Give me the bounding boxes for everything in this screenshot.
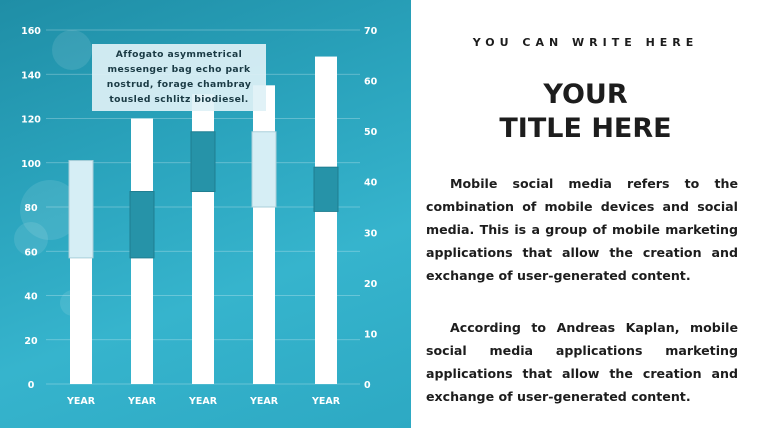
range-box bbox=[68, 160, 94, 259]
y-right-tick-label: 30 bbox=[364, 228, 378, 239]
y-left-tick-label: 100 bbox=[21, 159, 41, 170]
body-paragraph: According to Andreas Kaplan, mobile soci… bbox=[426, 320, 738, 404]
y-left-tick-label: 40 bbox=[24, 292, 38, 303]
y-right-tick-label: 40 bbox=[364, 178, 378, 189]
subtitle: YOU CAN WRITE HERE bbox=[472, 36, 699, 49]
x-tick-label: YEAR bbox=[311, 396, 341, 407]
bar bbox=[70, 257, 92, 384]
y-right-tick-label: 0 bbox=[364, 380, 371, 391]
y-left-tick-label: 80 bbox=[24, 203, 38, 214]
chart-panel: 0 20 40 60 80 100 120 140 160 0 10 20 30 40 50 60 70 YE… bbox=[0, 0, 411, 428]
y-left-tick-label: 120 bbox=[21, 115, 41, 126]
bar bbox=[315, 56, 337, 385]
y-left-tick-label: 20 bbox=[24, 336, 38, 347]
decor-circle bbox=[14, 222, 48, 256]
y-left-tick-label: 140 bbox=[21, 70, 41, 81]
y-right-tick-label: 10 bbox=[364, 329, 378, 340]
y-left-tick-label: 60 bbox=[24, 247, 38, 258]
x-tick-label: YEAR bbox=[188, 396, 218, 407]
page-title: YOUR TITLE HERE bbox=[499, 79, 672, 144]
y-left-tick-label: 160 bbox=[21, 26, 41, 37]
range-box bbox=[129, 191, 155, 259]
range-bar-chart: 0 20 40 60 80 100 120 140 160 0 10 20 30 40 50 60 70 YE… bbox=[21, 26, 378, 407]
range-box bbox=[190, 131, 216, 193]
y-right-tick-label: 20 bbox=[364, 279, 378, 290]
y-right-tick-label: 60 bbox=[364, 77, 378, 88]
decor-circle bbox=[52, 30, 92, 70]
range-box bbox=[313, 166, 339, 212]
range-box bbox=[251, 131, 277, 208]
y-right-tick-label: 70 bbox=[364, 26, 378, 37]
y-right-tick-label: 50 bbox=[364, 127, 378, 138]
text-panel: YOU CAN WRITE HERE YOUR TITLE HERE Mobil… bbox=[411, 0, 760, 428]
x-tick-label: YEAR bbox=[66, 396, 96, 407]
y-left-tick-label: 0 bbox=[28, 380, 35, 391]
x-tick-label: YEAR bbox=[127, 396, 157, 407]
bar bbox=[253, 85, 275, 384]
x-tick-label: YEAR bbox=[249, 396, 279, 407]
body-paragraph: Mobile social media refers to the combin… bbox=[426, 176, 738, 283]
chart-callout: Affogato asymmetrical messenger bag echo… bbox=[92, 44, 266, 111]
